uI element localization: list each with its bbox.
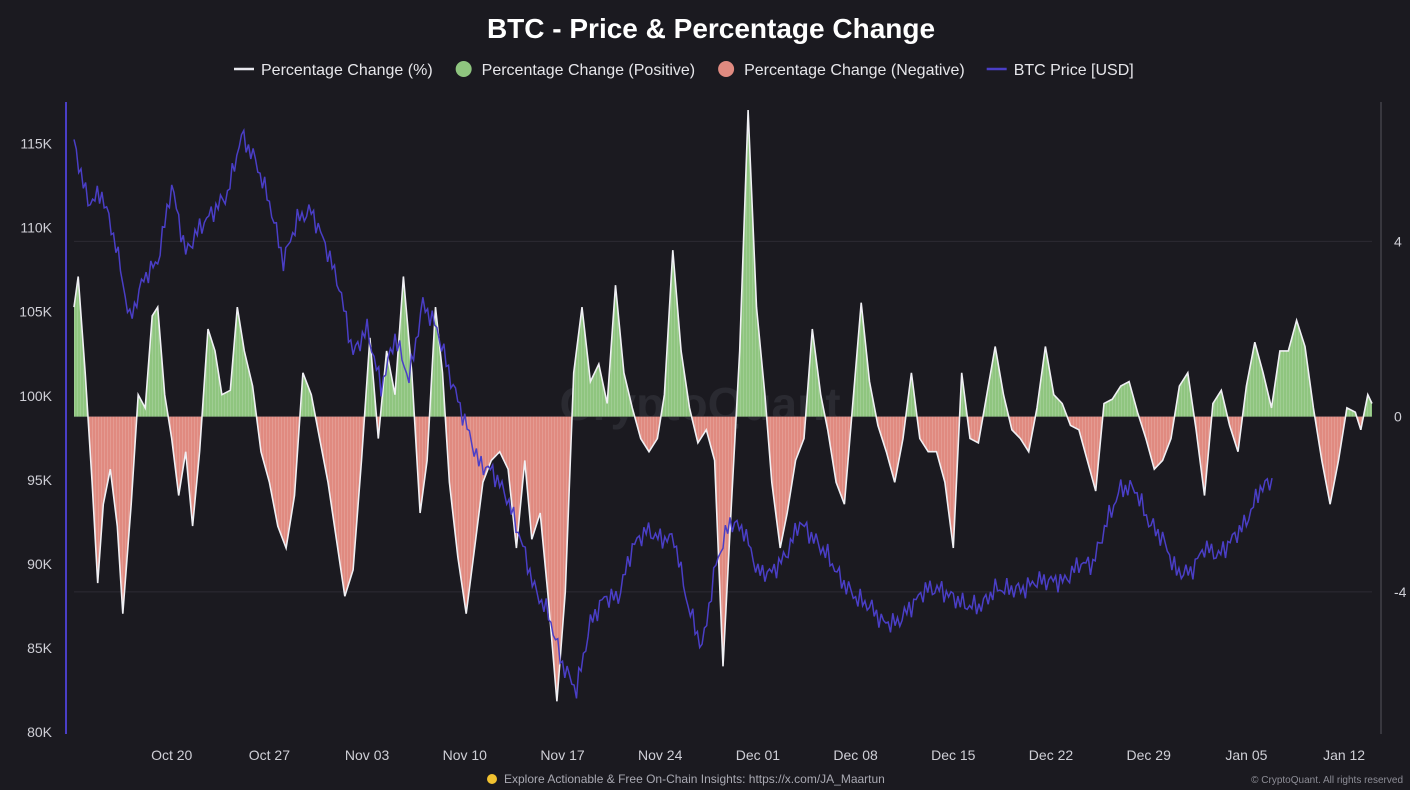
x-tick-label: Jan 12 [1323, 747, 1365, 763]
x-tick-label: Nov 10 [443, 747, 488, 763]
x-tick-label: Dec 08 [833, 747, 878, 763]
legend-dot-icon [718, 61, 735, 77]
y-left-tick-label: 85K [27, 640, 53, 656]
y-left-tick-label: 90K [27, 556, 53, 572]
x-tick-label: Dec 01 [736, 747, 781, 763]
legend-label: Percentage Change (Positive) [482, 62, 695, 79]
percentage-change-line [73, 109, 1373, 702]
y-right-tick-label: 0 [1394, 409, 1402, 425]
legend-item[interactable]: Percentage Change (%) [234, 62, 433, 79]
y-right-tick-label: -4 [1394, 584, 1407, 600]
chart-lines [73, 109, 1373, 702]
legend-item[interactable]: Percentage Change (Positive) [455, 61, 695, 79]
x-tick-label: Oct 20 [151, 747, 192, 763]
percentage-fill-areas [74, 110, 1372, 702]
footer: Explore Actionable & Free On-Chain Insig… [487, 772, 1403, 786]
axes: 80K 85K 90K 95K 100K 105K 110K 115K 4 0 -4 Oct 20 Oc… [19, 102, 1407, 763]
y-left-tick-label: 80K [27, 724, 53, 740]
x-tick-label: Dec 22 [1029, 747, 1074, 763]
x-tick-label: Jan 05 [1225, 747, 1267, 763]
negative-area [74, 416, 1372, 702]
y-left-tick-label: 115K [20, 136, 52, 152]
chart-title: BTC - Price & Percentage Change [487, 13, 935, 44]
legend-label: Percentage Change (%) [261, 62, 433, 79]
legend-item[interactable]: BTC Price [USD] [986, 62, 1134, 79]
y-left-tick-label: 100K [19, 388, 52, 404]
x-tick-label: Nov 17 [540, 747, 585, 763]
copyright-text: © CryptoQuant. All rights reserved [1251, 775, 1403, 786]
y-left-tick-label: 110K [20, 220, 52, 236]
legend-dot-icon [455, 61, 472, 77]
legend-label: Percentage Change (Negative) [744, 62, 965, 79]
y-right-tick-label: 4 [1394, 233, 1402, 249]
x-tick-label: Dec 15 [931, 747, 976, 763]
y-left-tick-label: 105K [19, 304, 52, 320]
bell-icon [487, 774, 497, 784]
positive-area [74, 110, 1372, 417]
footer-link-text[interactable]: Explore Actionable & Free On-Chain Insig… [504, 772, 885, 786]
btc-price-line [73, 128, 1273, 699]
x-tick-label: Oct 27 [249, 747, 290, 763]
legend-label: BTC Price [USD] [1014, 62, 1134, 79]
x-tick-label: Nov 03 [345, 747, 390, 763]
legend[interactable]: Percentage Change (%) Percentage Change (… [234, 61, 1134, 79]
y-left-tick-label: 95K [27, 472, 53, 488]
legend-item[interactable]: Percentage Change (Negative) [718, 61, 965, 79]
x-tick-label: Dec 29 [1127, 747, 1172, 763]
x-tick-label: Nov 24 [638, 747, 683, 763]
